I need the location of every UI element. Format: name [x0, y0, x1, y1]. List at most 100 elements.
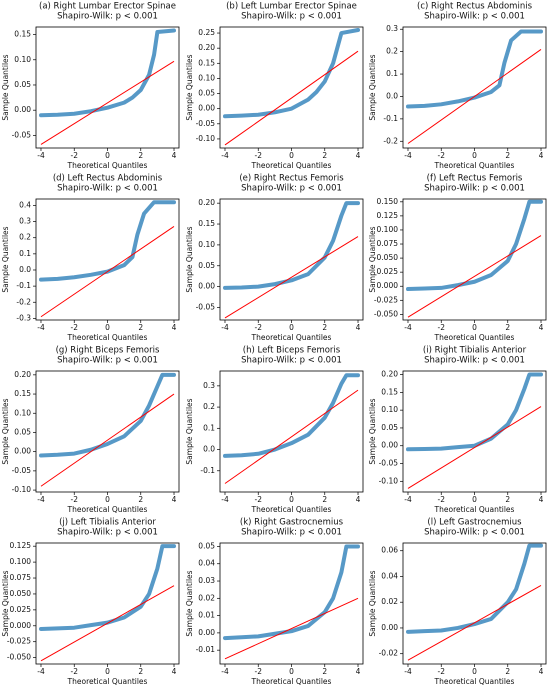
panel-subtitle: Shapiro-Wilk: p < 0.001: [57, 184, 158, 194]
y-tick-label: 0.00: [198, 104, 215, 113]
plot-frame: [219, 198, 364, 321]
y-tick-label: 0.01: [198, 611, 215, 620]
x-tick-label: 0: [472, 151, 477, 160]
x-tick-label: -2: [71, 667, 79, 676]
panel-subtitle: Shapiro-Wilk: p < 0.001: [424, 356, 525, 366]
y-tick-label: 0.1: [203, 423, 215, 432]
x-tick-label: -4: [404, 495, 412, 504]
x-axis-label: Theoretical Quantiles: [434, 505, 515, 514]
y-tick-label: -0.10: [196, 134, 216, 143]
plot-frame: [219, 26, 364, 149]
panel-subtitle: Shapiro-Wilk: p < 0.001: [57, 12, 158, 22]
y-tick-label: 0.00: [381, 441, 398, 450]
y-tick-label: 0.3: [203, 381, 215, 390]
reference-line: [224, 389, 359, 484]
plot-frame: [402, 370, 547, 493]
panel-title: (d) Left Rectus Abdominis: [53, 174, 163, 184]
reference-line: [224, 236, 359, 319]
panel-title: (i) Right Tibialis Anterior: [423, 346, 527, 356]
y-tick-label: 0.025: [10, 605, 32, 614]
panel-subtitle: Shapiro-Wilk: p < 0.001: [424, 184, 525, 194]
x-tick-label: -4: [37, 495, 45, 504]
y-tick-label: 0.025: [377, 267, 399, 276]
plot-frame: [402, 198, 547, 321]
y-tick-label: 0.075: [10, 573, 32, 582]
y-tick-label: 0.05: [198, 261, 215, 270]
x-tick-label: -4: [221, 667, 229, 676]
plot-frame: [35, 542, 180, 665]
qq-panel: (a) Right Lumbar Erector SpinaeShapiro-W…: [1, 2, 180, 170]
x-tick-label: -2: [71, 495, 79, 504]
panel-subtitle: Shapiro-Wilk: p < 0.001: [241, 184, 342, 194]
panel-title: (e) Right Rectus Femoris: [239, 174, 344, 184]
x-tick-label: 0: [105, 323, 110, 332]
x-tick-label: 2: [505, 151, 510, 160]
x-tick-label: -2: [71, 151, 79, 160]
y-tick-label: 0.00: [198, 628, 215, 637]
y-tick-label: 0.0: [19, 265, 31, 274]
x-axis-label: Theoretical Quantiles: [67, 161, 148, 170]
y-tick-label: -0.025: [374, 295, 398, 304]
plot-frame: [35, 198, 180, 321]
y-tick-label: 0.10: [381, 405, 398, 414]
reference-line: [224, 597, 359, 660]
y-tick-label: 0.05: [14, 80, 31, 89]
sample-quantiles: [405, 543, 544, 634]
sample-quantiles: [222, 373, 361, 458]
x-tick-label: 4: [539, 667, 544, 676]
x-tick-label: 0: [105, 495, 110, 504]
y-tick-label: 0.04: [198, 559, 215, 568]
x-axis-label: Theoretical Quantiles: [251, 677, 332, 686]
x-tick-label: -4: [221, 323, 229, 332]
y-tick-label: 0.05: [198, 89, 215, 98]
y-tick-label: -0.02: [379, 649, 399, 658]
y-tick-label: 0.15: [14, 30, 31, 39]
y-tick-label: 0.050: [377, 253, 399, 262]
sample-quantiles: [405, 29, 544, 109]
x-tick-label: 4: [539, 495, 544, 504]
x-tick-label: 2: [322, 667, 327, 676]
x-tick-label: 4: [356, 151, 361, 160]
panel-title: (a) Right Lumbar Erector Spinae: [39, 2, 176, 12]
x-tick-label: -4: [221, 151, 229, 160]
panel-subtitle: Shapiro-Wilk: p < 0.001: [241, 528, 342, 538]
y-tick-label: -0.1: [383, 114, 398, 123]
y-tick-label: -0.2: [383, 136, 398, 145]
y-tick-label: -0.05: [12, 130, 32, 139]
x-tick-label: -2: [255, 323, 263, 332]
x-axis-label: Theoretical Quantiles: [434, 333, 515, 342]
x-tick-label: -2: [438, 667, 446, 676]
y-tick-label: -0.10: [379, 476, 399, 485]
x-tick-label: 0: [289, 667, 294, 676]
y-tick-label: 0.00: [14, 105, 31, 114]
plot-frame: [219, 370, 364, 493]
panel-subtitle: Shapiro-Wilk: p < 0.001: [241, 12, 342, 22]
panel-subtitle: Shapiro-Wilk: p < 0.001: [241, 356, 342, 366]
panel-title: (k) Right Gastrocnemius: [240, 518, 344, 528]
y-tick-label: -0.10: [12, 485, 32, 494]
y-tick-label: 0.00: [198, 282, 215, 291]
x-tick-label: -2: [438, 151, 446, 160]
reference-line: [407, 49, 542, 144]
y-tick-label: 0.02: [198, 593, 215, 602]
y-axis-label: Sample Quantiles: [1, 570, 10, 636]
y-tick-label: 0.125: [377, 211, 399, 220]
x-axis-label: Theoretical Quantiles: [67, 333, 148, 342]
panel-subtitle: Shapiro-Wilk: p < 0.001: [57, 528, 158, 538]
x-tick-label: -4: [37, 323, 45, 332]
y-tick-label: 0.075: [377, 239, 399, 248]
x-axis-label: Theoretical Quantiles: [67, 677, 148, 686]
x-tick-label: 4: [356, 667, 361, 676]
y-axis-label: Sample Quantiles: [185, 54, 194, 120]
y-tick-label: -0.025: [7, 637, 31, 646]
x-tick-label: 4: [539, 151, 544, 160]
y-tick-label: 0.100: [10, 557, 32, 566]
sample-quantiles: [38, 544, 177, 631]
